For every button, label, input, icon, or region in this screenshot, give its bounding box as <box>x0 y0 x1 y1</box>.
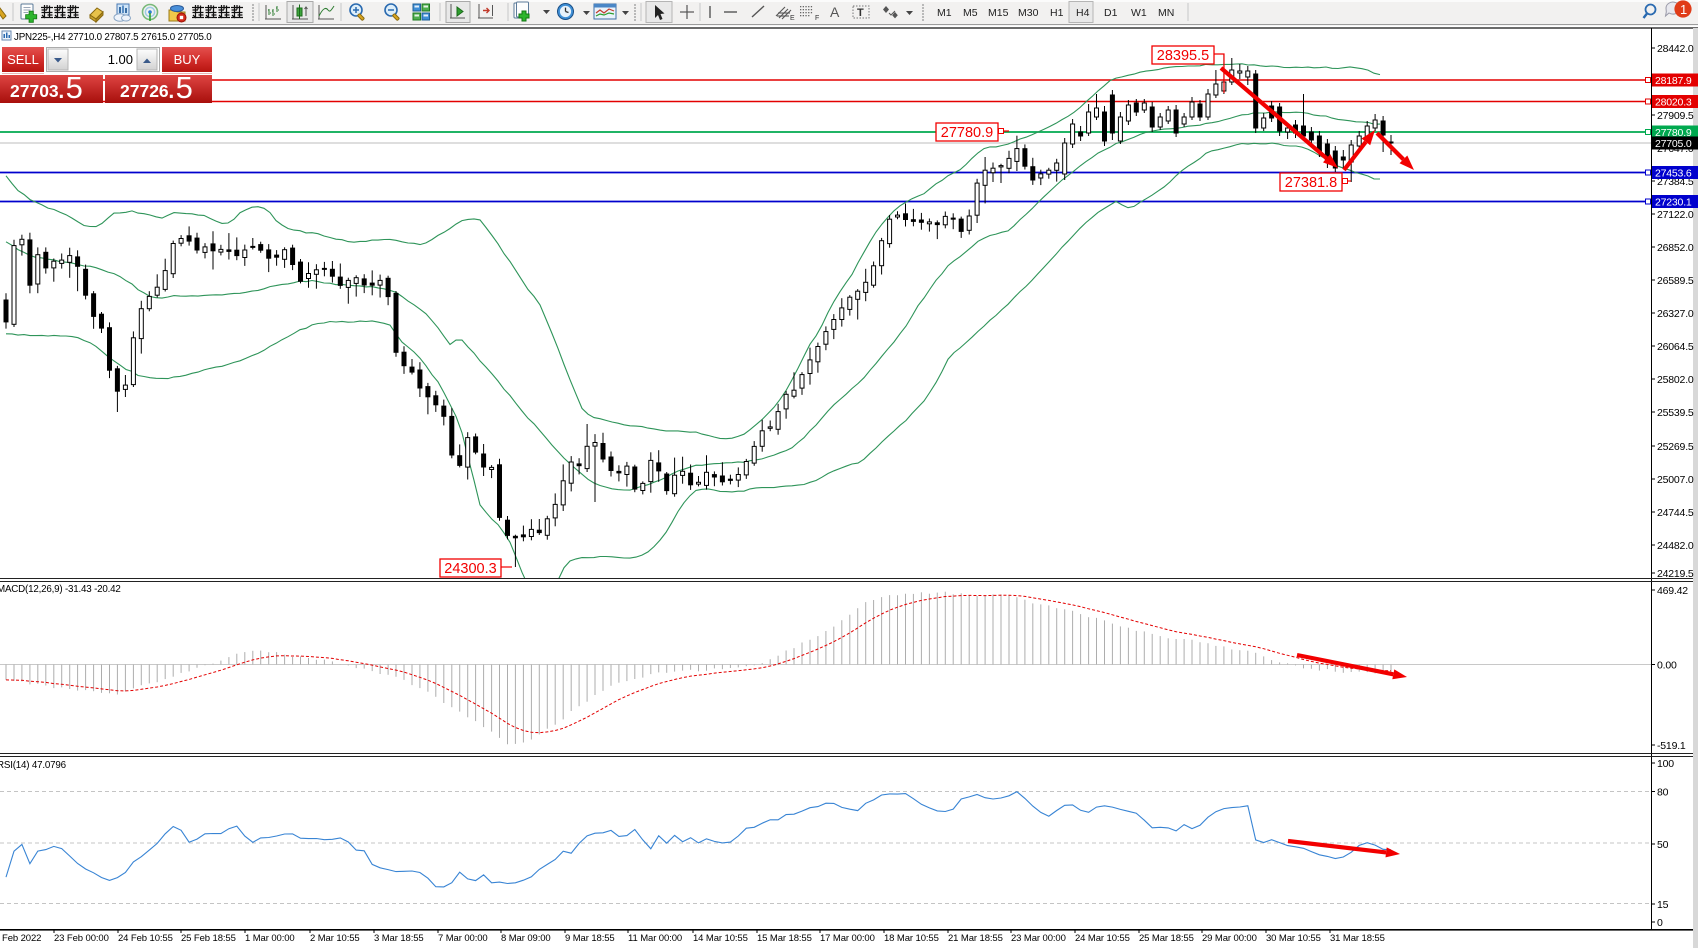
svg-text:21 Mar 18:55: 21 Mar 18:55 <box>948 933 1003 944</box>
svg-text:25 Feb 18:55: 25 Feb 18:55 <box>181 933 236 944</box>
svg-text:27726: 27726 <box>120 81 169 101</box>
svg-text:H1: H1 <box>1050 7 1064 19</box>
svg-text:7 Mar 00:00: 7 Mar 00:00 <box>438 933 488 944</box>
svg-text:26064.5: 26064.5 <box>1657 341 1694 353</box>
svg-text:15: 15 <box>1657 899 1669 911</box>
svg-text:25539.5: 25539.5 <box>1657 407 1694 419</box>
svg-text:27705.0: 27705.0 <box>1655 138 1692 150</box>
svg-text:23 Mar 00:00: 23 Mar 00:00 <box>1011 933 1066 944</box>
svg-text:F: F <box>815 15 819 22</box>
svg-text:E: E <box>790 15 795 22</box>
svg-text:27381.8: 27381.8 <box>1285 175 1337 191</box>
svg-text:28395.5: 28395.5 <box>1157 48 1209 64</box>
svg-text:.5: .5 <box>57 70 83 105</box>
svg-text:80: 80 <box>1657 787 1669 799</box>
svg-text:26327.0: 26327.0 <box>1657 308 1694 320</box>
svg-text:23 Feb 00:00: 23 Feb 00:00 <box>54 933 109 944</box>
svg-text:24744.5: 24744.5 <box>1657 507 1694 519</box>
svg-text:24 Feb 10:55: 24 Feb 10:55 <box>118 933 173 944</box>
svg-text:JPN225-,H4 27710.0 27807.5 27: JPN225-,H4 27710.0 27807.5 27615.0 27705… <box>14 32 212 43</box>
svg-text:1.00: 1.00 <box>108 52 133 67</box>
svg-text:24 Mar 10:55: 24 Mar 10:55 <box>1075 933 1130 944</box>
svg-text:T: T <box>857 7 864 19</box>
svg-text:24219.5: 24219.5 <box>1657 568 1694 580</box>
svg-text:25269.5: 25269.5 <box>1657 441 1694 453</box>
svg-text:0.00: 0.00 <box>1657 660 1677 672</box>
svg-text:27780.9: 27780.9 <box>1655 127 1692 139</box>
svg-text:28020.3: 28020.3 <box>1655 97 1692 109</box>
svg-text:18 Mar 10:55: 18 Mar 10:55 <box>884 933 939 944</box>
svg-text:BUY: BUY <box>174 52 201 67</box>
svg-text:8 Mar 09:00: 8 Mar 09:00 <box>501 933 551 944</box>
svg-text:469.42: 469.42 <box>1657 585 1688 597</box>
svg-text:27230.1: 27230.1 <box>1655 197 1692 209</box>
svg-text:H4: H4 <box>1076 7 1090 19</box>
svg-text:SELL: SELL <box>7 52 39 67</box>
svg-text:27453.6: 27453.6 <box>1655 168 1692 180</box>
svg-text:30 Mar 10:55: 30 Mar 10:55 <box>1266 933 1321 944</box>
svg-text:24482.0: 24482.0 <box>1657 540 1694 552</box>
svg-text:RSI(14) 47.0796: RSI(14) 47.0796 <box>0 760 67 771</box>
svg-text:26589.5: 26589.5 <box>1657 275 1694 287</box>
svg-text:29 Mar 00:00: 29 Mar 00:00 <box>1202 933 1257 944</box>
svg-text:M1: M1 <box>937 7 952 19</box>
svg-text:9 Mar 18:55: 9 Mar 18:55 <box>565 933 615 944</box>
svg-text:100: 100 <box>1657 758 1674 770</box>
svg-text:Feb 2022: Feb 2022 <box>2 933 41 944</box>
svg-text:M5: M5 <box>963 7 978 19</box>
svg-text:MACD(12,26,9) -31.43 -20.42: MACD(12,26,9) -31.43 -20.42 <box>0 584 121 595</box>
svg-text:31 Mar 18:55: 31 Mar 18:55 <box>1330 933 1385 944</box>
svg-text:25007.0: 25007.0 <box>1657 474 1694 486</box>
svg-text:50: 50 <box>1657 839 1669 851</box>
svg-text:1 Mar 00:00: 1 Mar 00:00 <box>245 933 295 944</box>
svg-text:25 Mar 18:55: 25 Mar 18:55 <box>1139 933 1194 944</box>
svg-text:W1: W1 <box>1131 7 1147 19</box>
svg-text:M30: M30 <box>1018 7 1039 19</box>
svg-text:27122.0: 27122.0 <box>1657 209 1694 221</box>
svg-text:26852.0: 26852.0 <box>1657 242 1694 254</box>
svg-text:25802.0: 25802.0 <box>1657 374 1694 386</box>
svg-text:3 Mar 18:55: 3 Mar 18:55 <box>374 933 424 944</box>
svg-text:27909.5: 27909.5 <box>1657 110 1694 122</box>
svg-text:28187.9: 28187.9 <box>1655 75 1692 87</box>
svg-text:28442.0: 28442.0 <box>1657 43 1694 55</box>
svg-text:15 Mar 18:55: 15 Mar 18:55 <box>757 933 812 944</box>
svg-text:1: 1 <box>1680 2 1687 17</box>
svg-text:27780.9: 27780.9 <box>941 125 993 141</box>
svg-text:.5: .5 <box>167 70 193 105</box>
svg-text:MN: MN <box>1158 7 1174 19</box>
svg-text:D1: D1 <box>1104 7 1118 19</box>
svg-text:24300.3: 24300.3 <box>444 561 496 577</box>
svg-text:-519.1: -519.1 <box>1657 740 1686 752</box>
svg-text:14 Mar 10:55: 14 Mar 10:55 <box>693 933 748 944</box>
svg-text:M15: M15 <box>988 7 1009 19</box>
svg-text:0: 0 <box>1657 917 1663 929</box>
svg-text:17 Mar 00:00: 17 Mar 00:00 <box>820 933 875 944</box>
svg-text:11 Mar 00:00: 11 Mar 00:00 <box>628 933 682 944</box>
svg-text:27703: 27703 <box>10 81 59 101</box>
svg-text:2 Mar 10:55: 2 Mar 10:55 <box>310 933 360 944</box>
svg-text:A: A <box>830 4 840 20</box>
